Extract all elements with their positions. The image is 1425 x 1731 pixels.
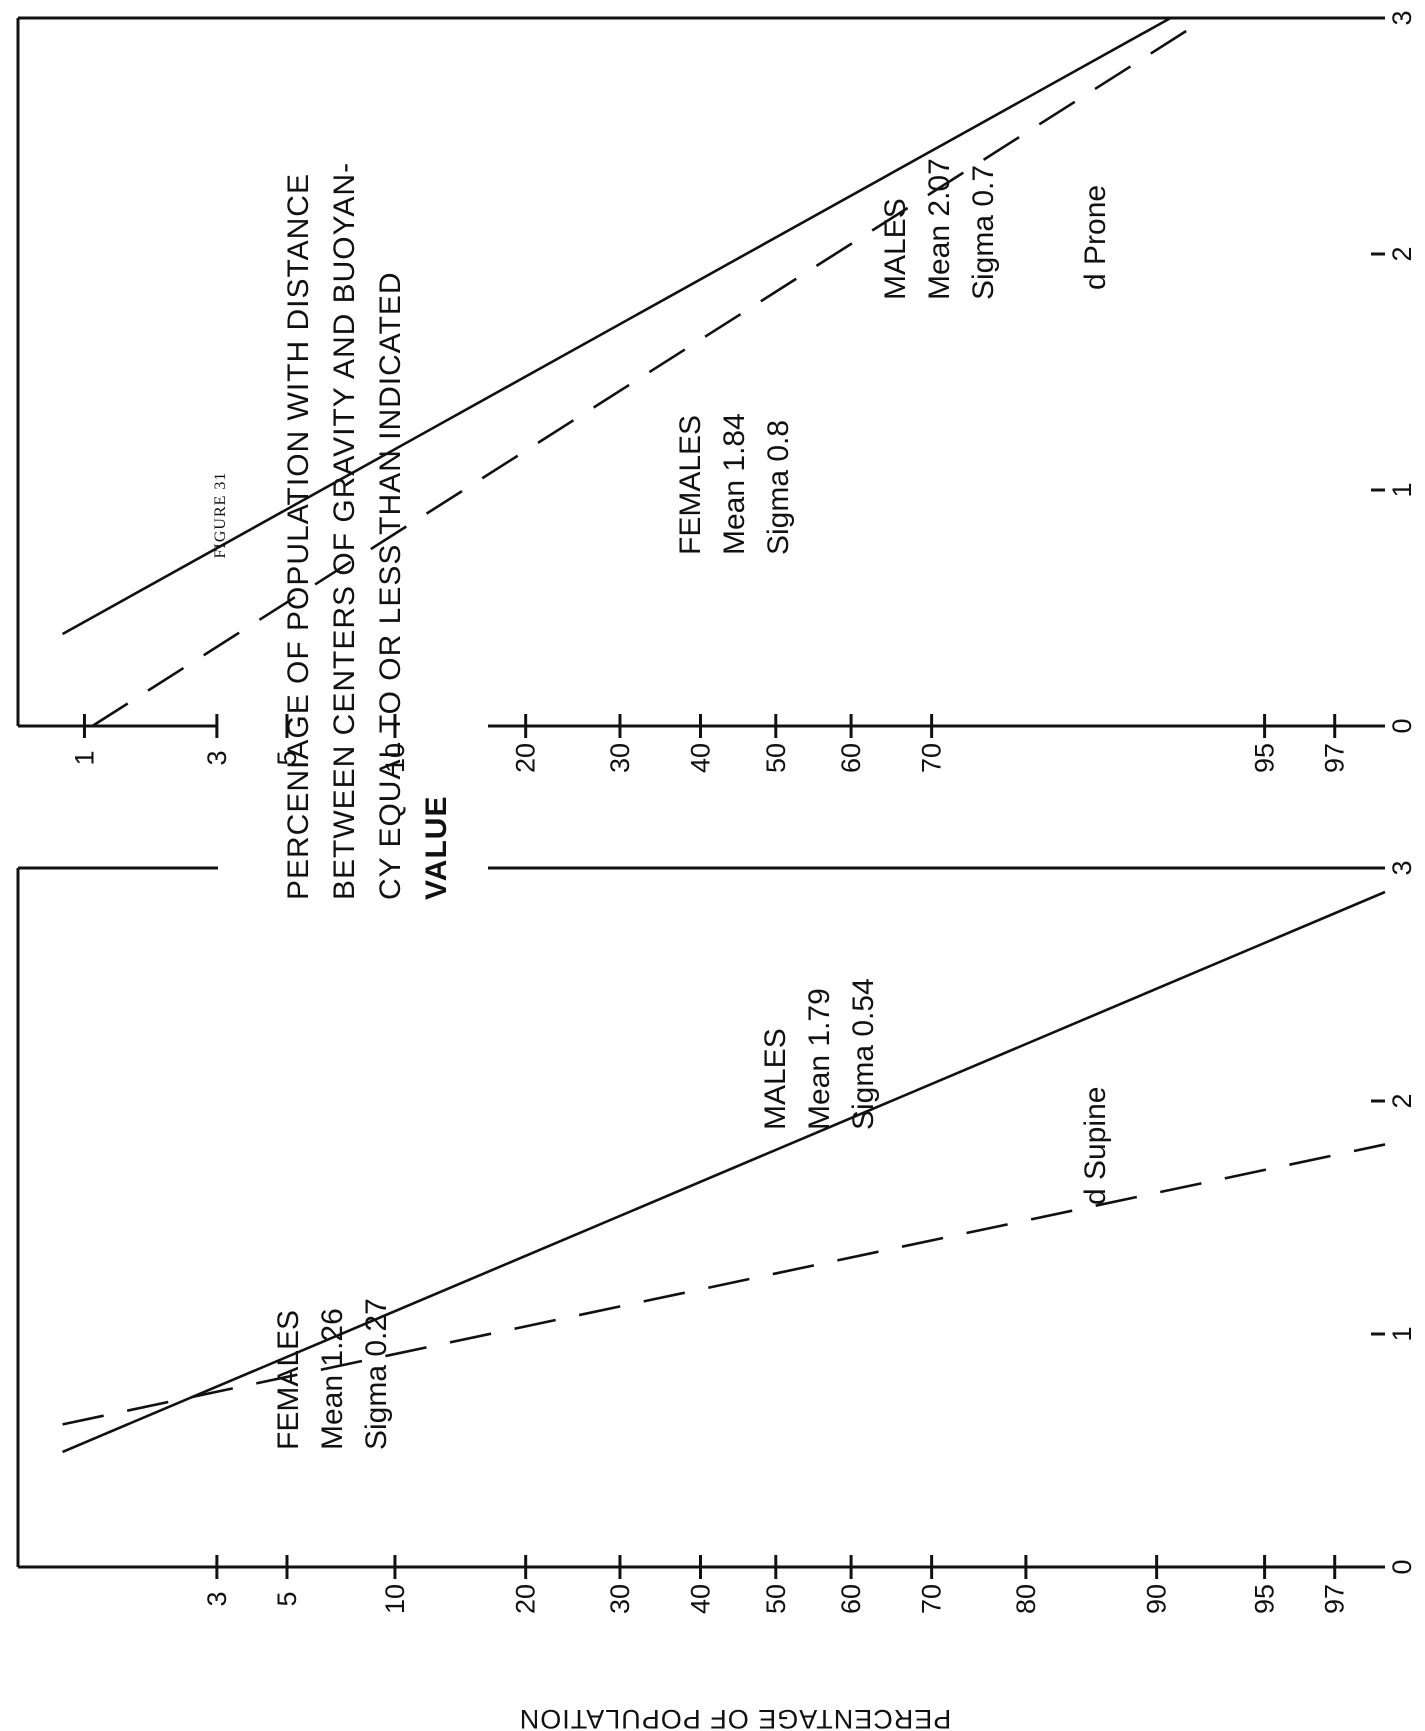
supine-x-tick-label: 2 xyxy=(1387,1093,1417,1108)
prone-y-tick-label: 1 xyxy=(69,750,99,765)
prone-y-tick-label: 10 xyxy=(380,743,410,773)
supine-females-line xyxy=(62,1143,1386,1426)
supine-females-mean: Mean 1.26 xyxy=(316,1308,349,1450)
prone-females-line xyxy=(91,16,1208,728)
supine-y-tick-label: 80 xyxy=(1011,1584,1041,1614)
prone-y-tick-label: 3 xyxy=(202,750,232,765)
supine-y-tick-label: 30 xyxy=(605,1584,635,1614)
supine-males-line xyxy=(62,890,1386,1454)
supine-x-tick-label: 3 xyxy=(1387,860,1417,875)
supine-females-label: FEMALES Mean 1.26 Sigma 0.27 xyxy=(272,1298,393,1450)
title-line-1: PERCENIAGE OF POPULATION WITH DISTANCE xyxy=(282,173,315,900)
supine-axis-ticks: 3 5 10 20 30 40 50 60 70 80 90 95 97 0 1 2 3 xyxy=(202,860,1417,1614)
supine-males-mean: Mean 1.79 xyxy=(803,988,836,1130)
series-layer xyxy=(61,16,1386,1454)
supine-y-tick-label: 60 xyxy=(836,1584,866,1614)
supine-y-tick-label: 95 xyxy=(1250,1584,1280,1614)
prone-males-sigma: Sigma 0.7 xyxy=(967,165,1000,300)
panel-supine-frame xyxy=(16,866,1385,1569)
prone-x-tick-label: 1 xyxy=(1387,482,1417,497)
title-line-3: CY EQUAL TO OR LESS THAN INDICATED xyxy=(374,271,407,900)
figure-label: FIGURE 31 xyxy=(212,472,229,559)
prone-x-axis-label: d Prone xyxy=(1079,185,1112,290)
chart-title: PERCENIAGE OF POPULATION WITH DISTANCE B… xyxy=(282,162,453,900)
supine-males-label: MALES Mean 1.79 Sigma 0.54 xyxy=(759,978,880,1130)
prone-y-tick-label: 30 xyxy=(605,743,635,773)
supine-y-tick-label: 90 xyxy=(1142,1584,1172,1614)
prone-females-label: FEMALES Mean 1.84 Sigma 0.8 xyxy=(674,413,795,555)
prone-y-tick-label: 95 xyxy=(1250,743,1280,773)
supine-y-tick-label: 20 xyxy=(511,1584,541,1614)
prone-males-line xyxy=(61,16,1172,636)
supine-y-tick-label: 40 xyxy=(686,1584,716,1614)
title-line-2: BETWEEN CENTERS OF GRAVITY AND BUOYAN- xyxy=(328,162,361,900)
prone-y-tick-label: 97 xyxy=(1320,743,1350,773)
supine-y-tick-label: 97 xyxy=(1320,1584,1350,1614)
supine-y-tick-label: 3 xyxy=(202,1591,232,1606)
prone-y-tick-label: 20 xyxy=(511,743,541,773)
panel-prone-frame xyxy=(16,16,1385,728)
supine-males-sigma: Sigma 0.54 xyxy=(847,978,880,1130)
prone-y-tick-label: 40 xyxy=(686,743,716,773)
supine-y-tick-label: 70 xyxy=(917,1584,947,1614)
prone-x-tick-label: 0 xyxy=(1387,718,1417,733)
prone-y-tick-label: 70 xyxy=(917,743,947,773)
prone-females-name: FEMALES xyxy=(674,415,707,555)
supine-females-name: FEMALES xyxy=(272,1310,305,1450)
supine-y-tick-label: 5 xyxy=(272,1591,302,1606)
prone-males-name: MALES xyxy=(879,198,912,300)
supine-females-sigma: Sigma 0.27 xyxy=(360,1298,393,1450)
supine-x-tick-label: 1 xyxy=(1387,1326,1417,1341)
prone-x-tick-label: 3 xyxy=(1387,10,1417,25)
prone-males-label: MALES Mean 2.07 Sigma 0.7 xyxy=(879,158,1000,300)
title-line-4: VALUE xyxy=(420,796,453,900)
prone-y-tick-label: 5 xyxy=(272,750,302,765)
supine-x-tick-label: 0 xyxy=(1387,1559,1417,1574)
prone-y-tick-label: 50 xyxy=(761,743,791,773)
prone-females-mean: Mean 1.84 xyxy=(718,413,751,555)
prone-males-mean: Mean 2.07 xyxy=(923,158,956,300)
supine-y-tick-label: 50 xyxy=(761,1584,791,1614)
supine-x-axis-label: d Supine xyxy=(1079,1087,1112,1205)
supine-males-name: MALES xyxy=(759,1028,792,1130)
prone-axis-ticks: 1 3 5 10 20 30 40 50 60 70 95 97 0 1 2 3 xyxy=(69,10,1417,773)
prone-females-sigma: Sigma 0.8 xyxy=(762,420,795,555)
prone-y-tick-label: 60 xyxy=(836,743,866,773)
supine-y-tick-label: 10 xyxy=(380,1584,410,1614)
y-axis-title: PERCENTAGE OF POPULATION xyxy=(519,1704,952,1731)
prone-x-tick-label: 2 xyxy=(1387,246,1417,261)
